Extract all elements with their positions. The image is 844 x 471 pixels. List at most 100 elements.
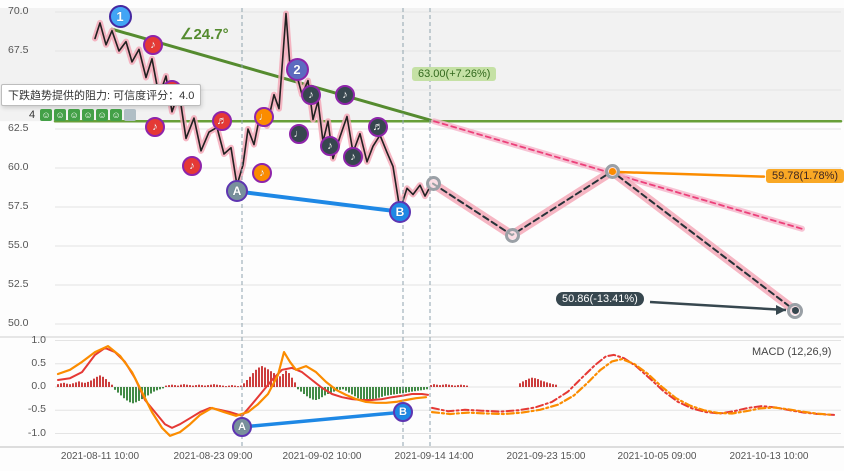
macd-histogram-bar — [177, 385, 179, 387]
macd-histogram-bar — [436, 384, 438, 387]
macd-histogram-bar — [246, 380, 248, 387]
macd-wave-marker-A[interactable]: A — [232, 416, 252, 437]
signal-note-dark[interactable]: ♬ — [368, 117, 388, 138]
green-badge-icon[interactable]: ☺ — [82, 109, 95, 121]
macd-histogram-bar — [267, 369, 269, 387]
macd-histogram-bar — [457, 385, 459, 387]
signal-note-red[interactable]: ♪ — [143, 34, 163, 55]
macd-histogram-bar — [87, 381, 89, 387]
wave-marker-2[interactable]: 2 — [285, 58, 309, 82]
green-badge-icon[interactable]: ☺ — [110, 109, 123, 121]
macd-histogram-bar — [342, 387, 344, 390]
macd-histogram-bar — [363, 387, 365, 401]
macd-histogram-bar — [372, 387, 374, 400]
badge-row: 4 ☺ ☺ ☺ ☺ ☺ ☺ — [29, 109, 137, 121]
forecast-point[interactable] — [425, 176, 441, 192]
wave-marker-B[interactable]: B — [389, 200, 411, 223]
signal-note-dark[interactable]: ♪ — [335, 84, 355, 105]
macd-histogram-bar — [463, 385, 465, 387]
badge-icons: ☺ ☺ ☺ ☺ ☺ ☺ — [40, 109, 137, 121]
signal-note-orange[interactable]: ♪ — [252, 162, 272, 183]
macd-histogram-bar — [306, 387, 308, 397]
wave-marker-1[interactable]: 1 — [108, 5, 132, 29]
macd-histogram-bar — [393, 387, 395, 395]
macd-histogram-bar — [525, 380, 527, 387]
macd-histogram-bar — [222, 385, 224, 387]
macd-wave-marker-B[interactable]: B — [393, 402, 413, 423]
macd-histogram-bar — [384, 387, 386, 396]
macd-histogram-bar — [207, 385, 209, 387]
macd-histogram-bar — [366, 387, 368, 401]
gray-badge-icon[interactable] — [124, 109, 137, 121]
green-badge-icon[interactable]: ☺ — [40, 109, 53, 121]
badge-count: 4 — [29, 109, 36, 121]
resistance-price-label[interactable]: 63.00(+7.26%) — [412, 67, 497, 81]
signal-note-red[interactable]: ♪ — [145, 117, 165, 138]
signal-note-orange[interactable]: ♩ — [254, 106, 274, 127]
signal-note-dark[interactable]: ♪ — [301, 84, 321, 105]
macd-histogram-bar — [90, 380, 92, 387]
macd-dea-line — [56, 345, 428, 437]
macd-histogram-bar — [540, 380, 542, 387]
macd-histogram-bar — [276, 374, 278, 387]
macd-histogram-bar — [348, 387, 350, 393]
macd-histogram-bar — [201, 385, 203, 387]
macd-histogram-bar — [243, 383, 245, 387]
macd-histogram-bar — [303, 387, 305, 394]
upper-target-price-label[interactable]: 59.78(1.78%) — [766, 169, 844, 183]
signal-note-dark[interactable]: ♪ — [320, 136, 340, 157]
macd-histogram-bar — [466, 385, 468, 387]
macd-histogram-bar — [315, 387, 317, 400]
macd-histogram-bar — [549, 383, 551, 387]
forecast-point-target-up[interactable] — [604, 163, 620, 179]
signal-note-dark[interactable]: ♩ — [289, 123, 309, 144]
macd-histogram-bar — [204, 385, 206, 387]
macd-histogram-bar — [111, 384, 113, 387]
macd-histogram-bar — [396, 387, 398, 394]
macd-histogram-bar — [555, 384, 557, 387]
macd-histogram-bar — [460, 384, 462, 387]
macd-histogram-bar — [279, 376, 281, 387]
macd-histogram-bar — [324, 387, 326, 396]
macd-histogram-bar — [213, 384, 215, 387]
resistance-tooltip: 下跌趋势提供的阻力: 可信度评分：4.0 — [1, 84, 202, 106]
macd-histogram-bar — [387, 387, 389, 396]
signal-note-dark[interactable]: ♪ — [343, 147, 363, 168]
macd-histogram-bar — [117, 387, 119, 393]
green-badge-icon[interactable]: ☺ — [54, 109, 67, 121]
macd-histogram-bar — [114, 387, 116, 390]
signal-note-red[interactable]: ♬ — [212, 111, 232, 132]
macd-histogram-bar — [192, 385, 194, 387]
macd-histogram-bar — [528, 378, 530, 387]
macd-histogram-bar — [216, 384, 218, 387]
wave-marker-A[interactable]: A — [226, 180, 248, 203]
macd-histogram-bar — [132, 387, 134, 404]
macd-histogram-bar — [180, 384, 182, 387]
macd-histogram-bar — [445, 384, 447, 387]
green-badge-icon[interactable]: ☺ — [68, 109, 81, 121]
macd-histogram-bar — [159, 387, 161, 390]
macd-histogram-bar — [261, 366, 263, 387]
macd-histogram-bar — [369, 387, 371, 401]
signal-note-red[interactable]: ♪ — [182, 156, 202, 177]
macd-histogram-bar — [318, 387, 320, 400]
ab-trendline — [235, 189, 402, 214]
macd-histogram-bar — [123, 387, 125, 399]
forecast-point-target-down[interactable] — [787, 302, 803, 319]
macd-histogram-bar — [297, 387, 299, 390]
macd-histogram-bar — [442, 384, 444, 387]
macd-histogram-bar — [237, 386, 239, 388]
macd-histogram-bar — [288, 373, 290, 387]
green-badge-icon[interactable]: ☺ — [96, 109, 109, 121]
macd-histogram-bar — [454, 385, 456, 387]
macd-histogram-bar — [336, 387, 338, 391]
forecast-point[interactable] — [504, 227, 520, 243]
macd-histogram-bar — [270, 371, 272, 387]
lower-target-price-label[interactable]: 50.86(-13.41%) — [556, 292, 644, 306]
macd-histogram-bar — [60, 383, 62, 387]
forecast-line — [432, 170, 796, 312]
macd-histogram-bar — [126, 387, 128, 401]
macd-histogram-bar — [162, 387, 164, 389]
macd-histogram-bar — [282, 374, 284, 387]
macd-histogram-bar — [165, 385, 167, 387]
